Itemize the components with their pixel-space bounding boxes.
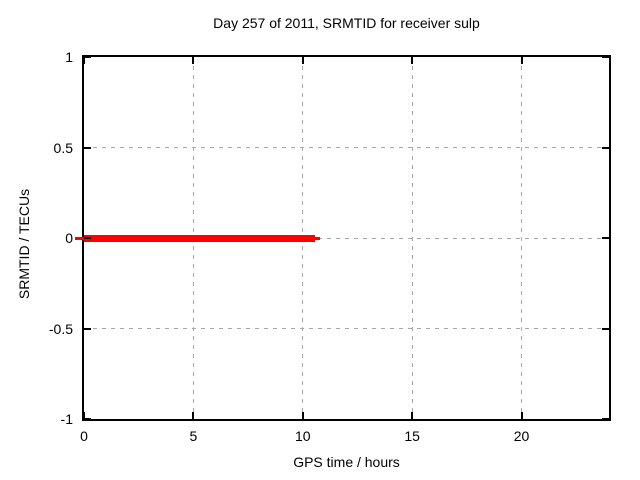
x-tick-mark [301, 412, 304, 419]
data-line-left-cap [75, 236, 84, 240]
y-axis-label: SRMTID / TECUs [16, 188, 32, 300]
x-tick-mark-mirror [411, 57, 414, 64]
y-tick-mark [84, 327, 91, 330]
x-tick-label: 10 [294, 428, 311, 444]
x-tick-mark-mirror [192, 57, 195, 64]
x-tick-mark [192, 412, 195, 419]
y-tick-label: 1 [65, 49, 73, 65]
x-tick-mark-mirror [520, 57, 523, 64]
y-tick-mark [84, 418, 91, 420]
x-tick-mark [83, 412, 85, 419]
y-tick-mark [84, 237, 91, 239]
x-tick-label: 5 [189, 428, 198, 444]
x-tick-mark-mirror [83, 57, 85, 64]
y-tick-label: -1 [60, 411, 73, 427]
y-tick-mark-mirror [602, 418, 609, 420]
data-line-srmtid [84, 234, 315, 242]
y-tick-mark-mirror [602, 56, 609, 58]
x-tick-label: 20 [513, 428, 530, 444]
y-tick-label: 0.5 [53, 139, 73, 156]
x-tick-mark [411, 412, 414, 419]
x-axis-label: GPS time / hours [293, 454, 400, 470]
x-tick-mark-mirror [301, 57, 304, 64]
y-gridline [84, 237, 609, 239]
y-tick-mark [84, 56, 91, 58]
y-tick-mark-mirror [602, 146, 609, 149]
y-tick-mark-mirror [602, 237, 609, 239]
x-tick-mark [520, 412, 523, 419]
y-tick-mark-mirror [602, 327, 609, 330]
y-tick-label: -0.5 [48, 320, 73, 337]
y-gridline [84, 328, 609, 329]
x-tick-label: 0 [80, 428, 88, 444]
y-gridline [84, 147, 609, 148]
chart-title: Day 257 of 2011, SRMTID for receiver sul… [213, 15, 480, 31]
plot-area: 0 5 10 15 20 1 0.5 0 -0.5 -1 [49, 49, 611, 444]
y-tick-label: 0 [65, 230, 73, 246]
data-line-right-cap [314, 236, 320, 240]
x-tick-label: 15 [404, 428, 420, 444]
y-tick-mark [84, 146, 91, 149]
